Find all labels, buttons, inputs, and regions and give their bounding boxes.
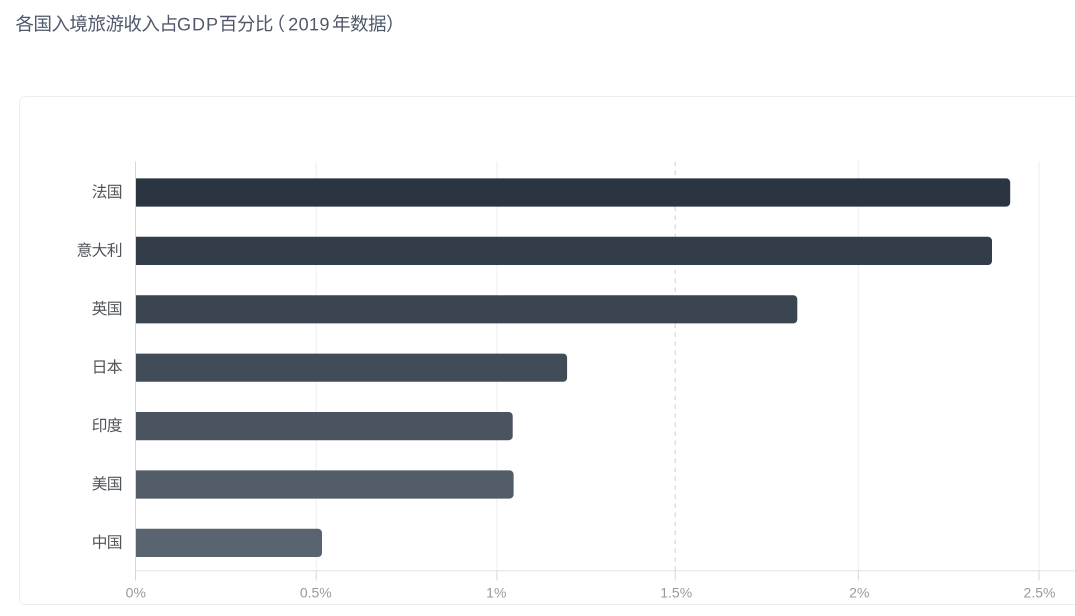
svg-text:2.5%: 2.5% <box>1024 584 1056 600</box>
svg-text:2%: 2% <box>849 584 869 600</box>
svg-text:0.5%: 0.5% <box>300 584 332 600</box>
svg-text:1.5%: 1.5% <box>660 584 692 600</box>
svg-text:1%: 1% <box>486 584 506 600</box>
svg-text:0%: 0% <box>126 584 146 600</box>
